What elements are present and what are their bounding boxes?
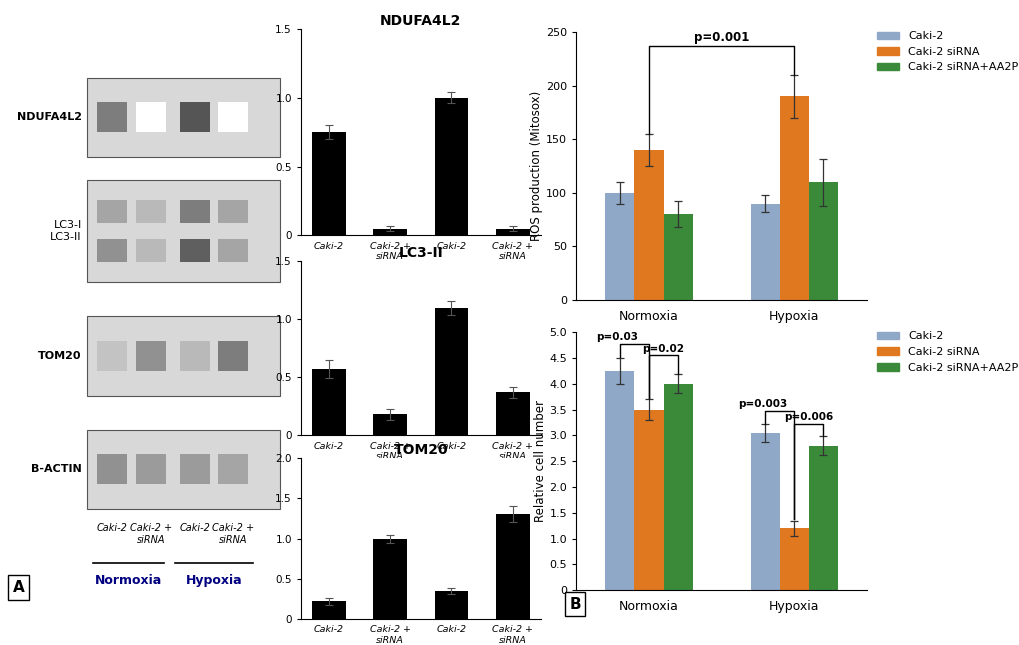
Bar (750, 433, 779, 590)
FancyBboxPatch shape (218, 200, 249, 223)
FancyBboxPatch shape (218, 103, 249, 132)
Text: B-ACTIN: B-ACTIN (31, 464, 82, 474)
Bar (808, 446, 837, 590)
FancyBboxPatch shape (88, 180, 280, 282)
FancyBboxPatch shape (88, 77, 280, 157)
Text: p=0.006: p=0.006 (784, 412, 833, 422)
Bar (779, 528, 808, 590)
FancyBboxPatch shape (88, 316, 280, 395)
Bar (604, 193, 634, 300)
FancyBboxPatch shape (179, 239, 210, 262)
Text: p=0.02: p=0.02 (642, 344, 684, 354)
Bar (634, 410, 662, 590)
Bar (373, 228, 407, 235)
Text: NDUFA4L2: NDUFA4L2 (16, 112, 82, 123)
Bar (495, 515, 529, 619)
Y-axis label: Relative cell number: Relative cell number (533, 400, 546, 522)
Bar (434, 591, 468, 619)
FancyBboxPatch shape (97, 341, 127, 371)
Title: NDUFA4L2: NDUFA4L2 (380, 14, 461, 28)
FancyBboxPatch shape (97, 200, 127, 223)
FancyBboxPatch shape (97, 239, 127, 262)
Text: Normoxia: Normoxia (95, 574, 162, 588)
FancyBboxPatch shape (97, 454, 127, 484)
Text: LC3-I
LC3-II: LC3-I LC3-II (50, 220, 82, 242)
Bar (434, 98, 468, 235)
Bar (662, 214, 692, 300)
Bar (808, 182, 837, 300)
Bar (312, 601, 345, 619)
FancyBboxPatch shape (179, 200, 210, 223)
Text: Caki-2: Caki-2 (97, 523, 127, 533)
FancyBboxPatch shape (218, 239, 249, 262)
Legend: Caki-2, Caki-2 siRNA, Caki-2 siRNA+AA2P: Caki-2, Caki-2 siRNA, Caki-2 siRNA+AA2P (872, 27, 1019, 77)
Y-axis label: ROS production (Mitosox): ROS production (Mitosox) (530, 91, 543, 241)
Title: TOM20: TOM20 (393, 442, 447, 457)
FancyBboxPatch shape (136, 103, 166, 132)
FancyBboxPatch shape (136, 200, 166, 223)
Bar (373, 415, 407, 435)
FancyBboxPatch shape (179, 103, 210, 132)
Bar (312, 132, 345, 235)
Bar (495, 228, 529, 235)
FancyBboxPatch shape (218, 341, 249, 371)
Bar (750, 204, 779, 300)
Text: TOM20: TOM20 (39, 351, 82, 361)
FancyBboxPatch shape (179, 454, 210, 484)
Text: A: A (13, 580, 24, 595)
Text: Caki-2 +
siRNA: Caki-2 + siRNA (129, 523, 171, 545)
Text: p=0.03: p=0.03 (595, 332, 637, 342)
Text: Hypoxia: Hypoxia (453, 293, 506, 306)
Bar (312, 369, 345, 435)
Text: Caki-2 +
siRNA: Caki-2 + siRNA (212, 523, 254, 545)
Text: p=0.001: p=0.001 (693, 31, 749, 44)
Bar (634, 150, 662, 300)
FancyBboxPatch shape (136, 454, 166, 484)
Text: Hypoxia: Hypoxia (453, 484, 506, 497)
FancyBboxPatch shape (136, 239, 166, 262)
Text: Caki-2: Caki-2 (179, 523, 210, 533)
Bar (434, 308, 468, 435)
Text: Normoxia: Normoxia (329, 484, 392, 497)
Bar (662, 384, 692, 590)
Title: LC3-II: LC3-II (398, 246, 442, 260)
FancyBboxPatch shape (88, 430, 280, 509)
FancyBboxPatch shape (218, 454, 249, 484)
Text: p=0.003: p=0.003 (737, 399, 787, 409)
Legend: Caki-2, Caki-2 siRNA, Caki-2 siRNA+AA2P: Caki-2, Caki-2 siRNA, Caki-2 siRNA+AA2P (872, 327, 1019, 377)
Text: Normoxia: Normoxia (329, 293, 392, 306)
Text: B: B (569, 597, 580, 611)
Bar (779, 97, 808, 300)
FancyBboxPatch shape (179, 341, 210, 371)
Text: Hypoxia: Hypoxia (185, 574, 243, 588)
Bar (373, 539, 407, 619)
FancyBboxPatch shape (97, 103, 127, 132)
Bar (604, 371, 634, 590)
FancyBboxPatch shape (136, 341, 166, 371)
Bar (495, 392, 529, 435)
